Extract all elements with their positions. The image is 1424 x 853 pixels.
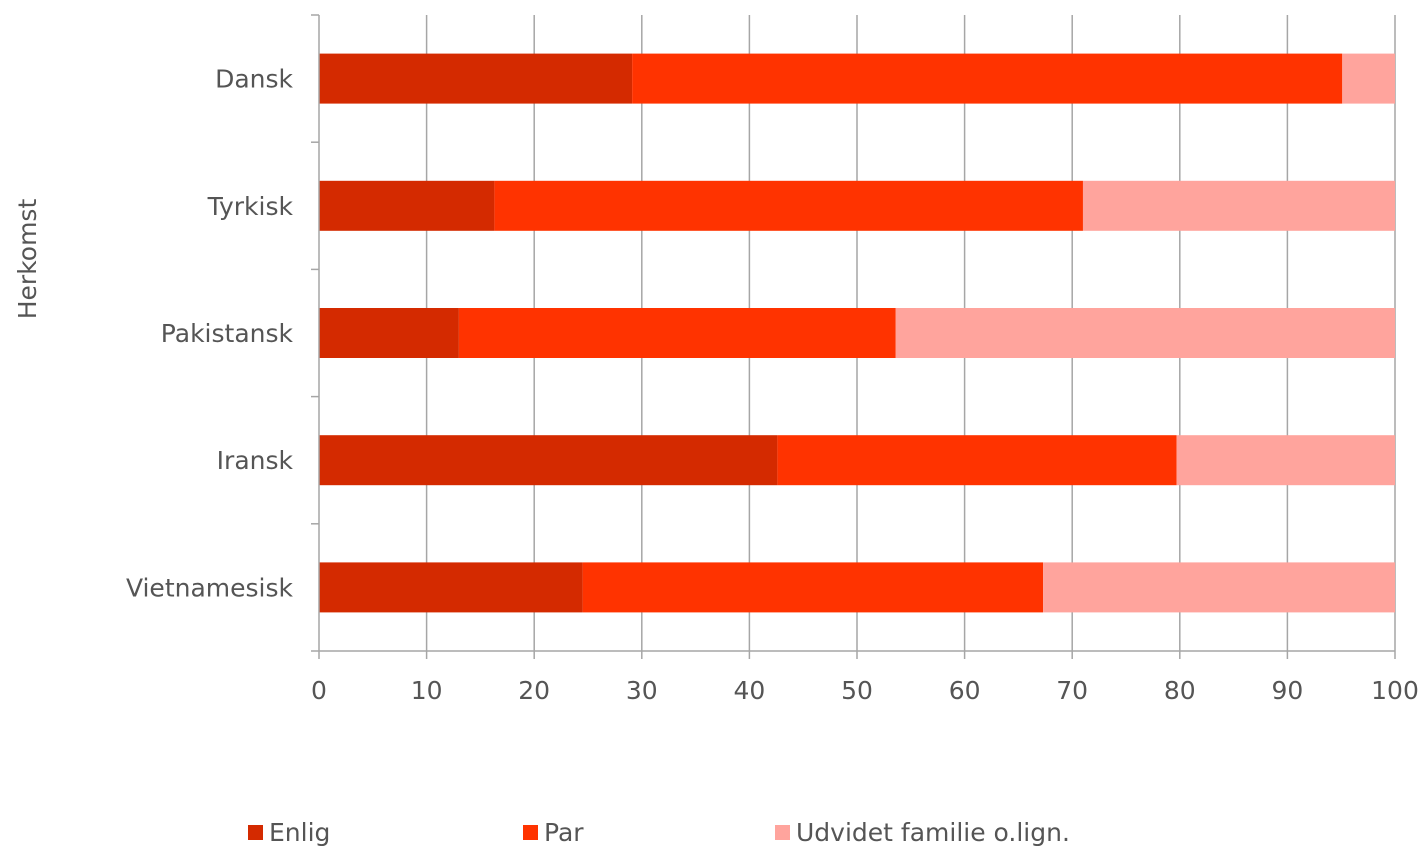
bar-segment [319, 180, 495, 231]
x-tick-label: 90 [1271, 676, 1303, 705]
bar-segment [1176, 435, 1395, 486]
x-tick-label: 20 [518, 676, 550, 705]
bar-segment [319, 435, 778, 486]
bar-segment [895, 308, 1395, 358]
bar-segment [1082, 180, 1395, 231]
bar-segment [319, 562, 583, 613]
legend-swatch [248, 825, 263, 840]
legend-item: Enlig [248, 818, 330, 847]
bar-segment [1342, 53, 1395, 104]
legend-label: Enlig [269, 818, 331, 847]
x-tick-label: 10 [411, 676, 443, 705]
bar-segment [582, 562, 1044, 613]
x-tick-label: 40 [733, 676, 765, 705]
category-label: Vietnamesisk [126, 573, 294, 602]
x-tick-label: 70 [1056, 676, 1088, 705]
bar-segment [777, 435, 1177, 486]
legend-item: Udvidet familie o.lign. [775, 818, 1070, 847]
legend: Enlig Par Udvidet familie o.lign. [0, 818, 1424, 849]
x-tick-label: 100 [1371, 676, 1419, 705]
category-label: Tyrkisk [207, 192, 294, 221]
bar-segment [494, 180, 1083, 231]
bar-segment [632, 53, 1343, 104]
y-axis-title: Herkomst [13, 199, 42, 320]
bar-segment [458, 308, 896, 358]
x-tick-label: 50 [841, 676, 873, 705]
bar-segment [1043, 562, 1395, 613]
x-tick-label: 60 [949, 676, 981, 705]
category-label: Iransk [217, 446, 294, 475]
bar-layer [319, 53, 1395, 613]
x-tick-label: 80 [1164, 676, 1196, 705]
category-label: Pakistansk [161, 319, 294, 348]
bar-segment [319, 308, 459, 358]
legend-label: Udvidet familie o.lign. [796, 818, 1070, 847]
legend-swatch [775, 825, 790, 840]
category-label: Dansk [215, 65, 293, 94]
axis-layer: Dansk Tyrkisk Pakistansk Iransk Vietnamesisk… [126, 14, 1419, 705]
bar-segment [319, 53, 633, 104]
legend-swatch [523, 825, 538, 840]
legend-label: Par [544, 818, 584, 847]
x-tick-label: 30 [626, 676, 658, 705]
x-tick-label: 0 [311, 676, 327, 705]
legend-item: Par [523, 818, 584, 847]
